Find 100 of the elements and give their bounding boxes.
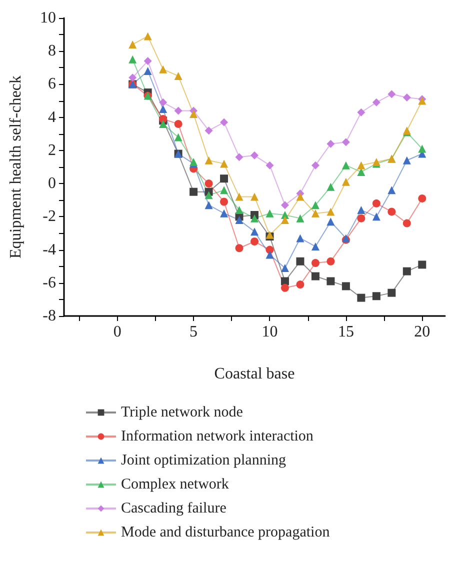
point [372, 292, 380, 300]
point [220, 118, 228, 126]
point [372, 98, 380, 106]
point [128, 74, 137, 82]
point [342, 161, 350, 170]
point [357, 214, 366, 222]
point [388, 186, 396, 194]
x-tick-label: 15 [338, 324, 354, 340]
point [326, 218, 335, 226]
x-tick-label: 20 [414, 324, 430, 340]
point [326, 208, 335, 216]
point [159, 98, 168, 106]
point [159, 65, 168, 74]
point [204, 191, 213, 200]
point [342, 138, 350, 146]
point [372, 212, 380, 221]
legend-label: Mode and disturbance propagation [121, 524, 330, 540]
point [296, 257, 304, 266]
point [311, 242, 320, 250]
point [159, 105, 168, 114]
point [250, 151, 258, 160]
point [174, 120, 182, 128]
x-tick-label: 0 [113, 324, 122, 340]
point [266, 161, 274, 170]
legend-label: Triple network node [121, 404, 244, 420]
point [220, 209, 228, 218]
point [280, 284, 289, 292]
point [280, 201, 289, 210]
point [250, 238, 258, 246]
point [280, 277, 289, 286]
point [311, 259, 320, 268]
point [402, 93, 411, 102]
point [326, 182, 335, 191]
point [357, 108, 366, 116]
x-tick-label: 5 [190, 324, 198, 340]
point [311, 201, 320, 210]
y-tick-label: 6 [48, 76, 56, 93]
point [174, 106, 182, 115]
point [357, 161, 366, 170]
point [266, 250, 274, 259]
point [326, 277, 335, 286]
y-tick-label: 8 [48, 42, 56, 60]
legend-label: Joint optimization planning [121, 452, 286, 468]
point [250, 214, 258, 222]
point [418, 144, 426, 153]
point [326, 140, 335, 148]
point [128, 55, 137, 64]
y-tick-label: -4 [42, 241, 56, 258]
point [250, 192, 258, 201]
point [296, 192, 304, 201]
point [235, 244, 244, 252]
point [402, 219, 411, 228]
point [372, 199, 380, 208]
point [296, 234, 304, 242]
point [402, 267, 411, 276]
y-tick-label: 2 [48, 142, 56, 159]
point [280, 264, 289, 272]
point [250, 228, 258, 236]
point [220, 198, 228, 206]
point [144, 66, 152, 75]
point [388, 208, 396, 216]
point [418, 260, 426, 269]
point [311, 209, 320, 218]
y-tick-label: -2 [42, 208, 56, 226]
point [174, 133, 182, 142]
point [190, 188, 198, 196]
point [235, 153, 244, 162]
point [235, 192, 244, 201]
point [280, 216, 289, 224]
point [342, 178, 350, 186]
point [357, 206, 366, 214]
point [190, 110, 198, 118]
y-tick-label: -6 [42, 274, 56, 292]
point [311, 272, 320, 280]
point [342, 282, 350, 290]
legend-label: Cascading failure [121, 500, 227, 516]
point [388, 288, 396, 297]
point [174, 72, 182, 80]
y-tick-label: 4 [48, 108, 56, 126]
point [296, 280, 304, 289]
point [220, 174, 228, 183]
point [204, 180, 213, 188]
x-tick-label: 10 [262, 324, 278, 340]
point [128, 40, 137, 48]
y-tick-label: 0 [48, 175, 56, 192]
point [220, 186, 228, 194]
point [220, 160, 228, 168]
point [357, 294, 366, 302]
point [144, 32, 152, 40]
y-tick-label: -8 [42, 308, 56, 324]
point [204, 156, 213, 164]
x-axis-title: Coastal base [214, 366, 295, 382]
y-tick-label: 10 [40, 10, 56, 26]
point [266, 209, 274, 218]
point [204, 201, 213, 210]
point [326, 257, 335, 266]
point [296, 214, 304, 222]
point [388, 90, 396, 98]
point [235, 206, 244, 214]
y-axis-title: Equipment health self-check [8, 75, 24, 259]
